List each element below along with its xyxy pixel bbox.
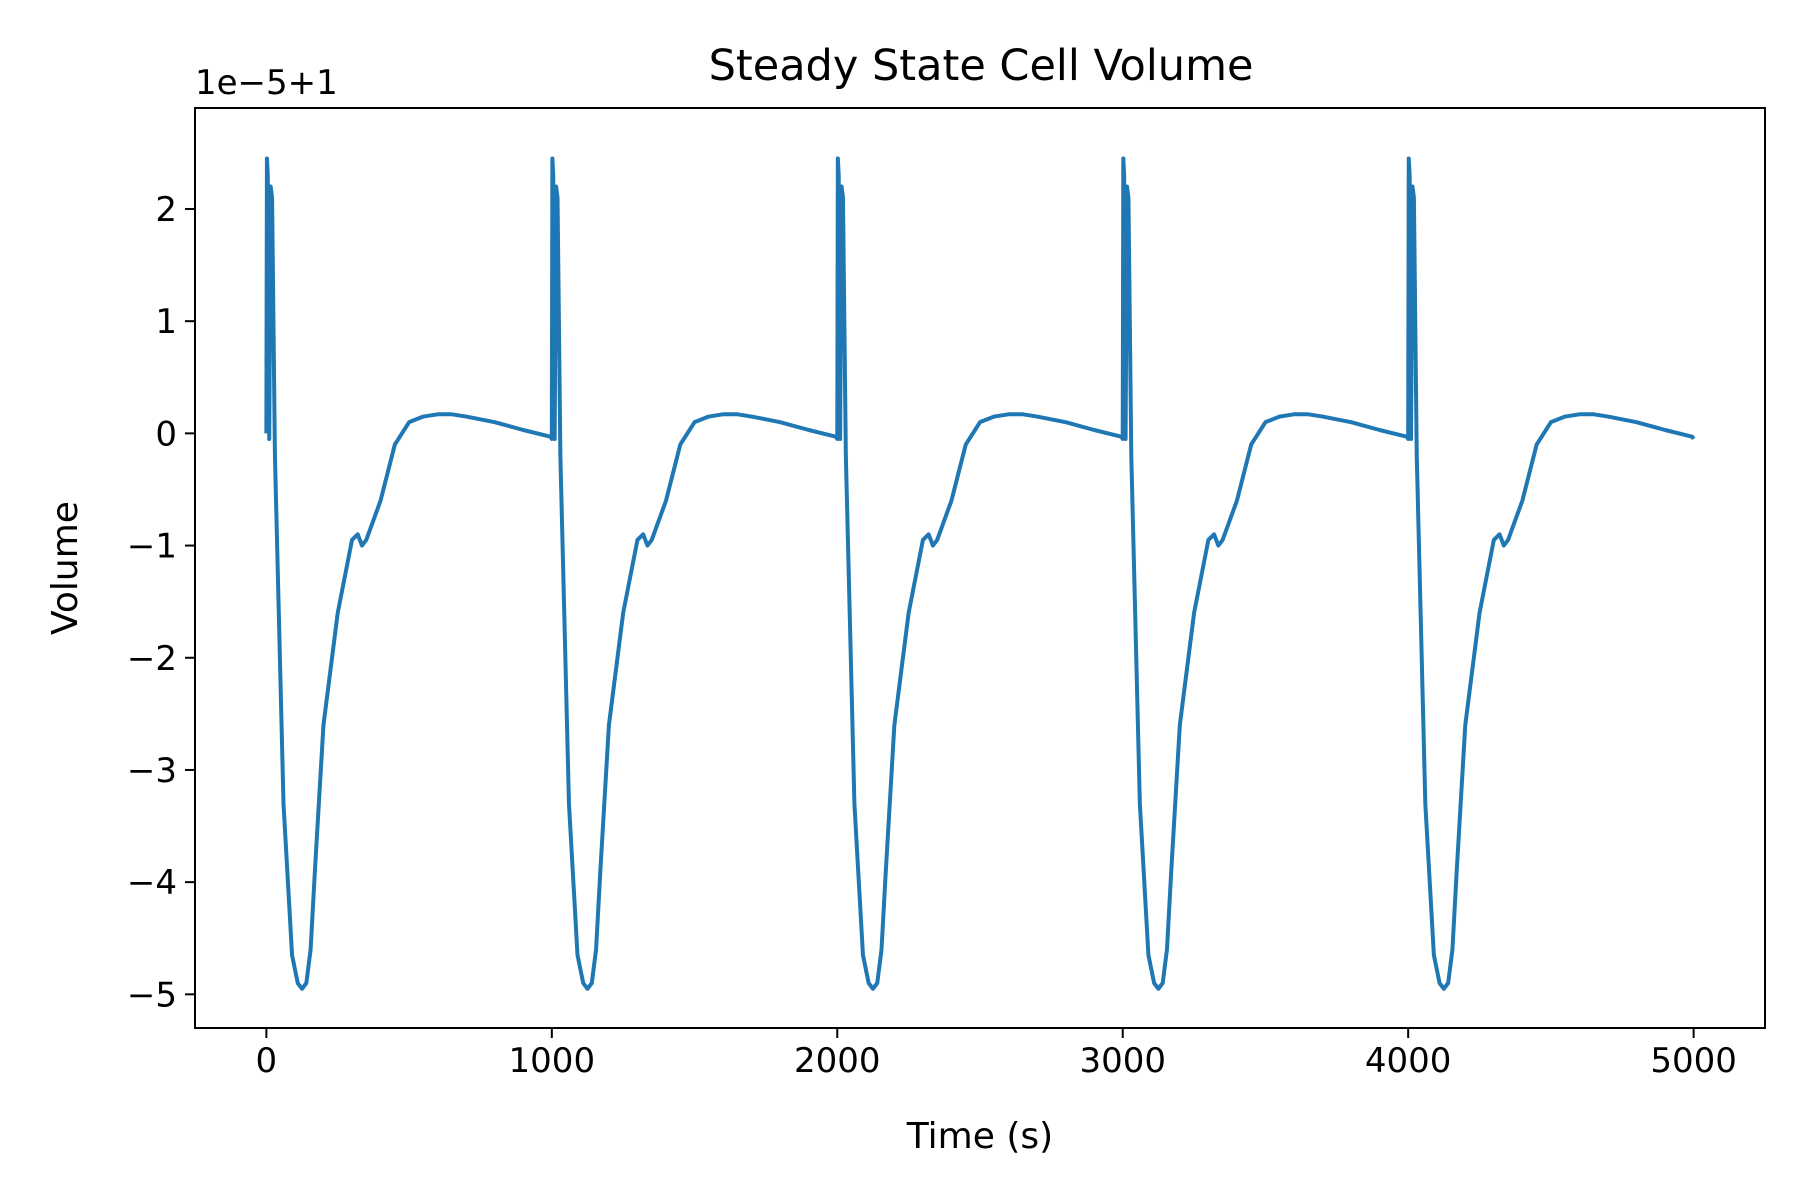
x-tick-label: 3000: [1079, 1041, 1166, 1081]
series-layer: [264, 156, 1696, 991]
plot-frame: [194, 107, 1766, 1029]
x-axis: 0 1000 2000 3000 4000 5000: [256, 1028, 1737, 1081]
y-tick-label: 2: [155, 190, 177, 230]
y-tick-label: −5: [127, 975, 177, 1015]
x-tick-label: 0: [256, 1041, 278, 1081]
y-axis-offset-label: 1e−5+1: [195, 63, 338, 103]
x-tick-label: 2000: [794, 1041, 881, 1081]
y-tick-label: −2: [127, 639, 177, 679]
x-tick-label: 4000: [1365, 1041, 1452, 1081]
y-tick-label: −3: [127, 751, 177, 791]
y-axis: −5 −4 −3 −2 −1 0 1 2: [127, 190, 195, 1015]
x-tick-label: 5000: [1650, 1041, 1737, 1081]
y-tick-label: 0: [155, 414, 177, 454]
y-tick-label: 1: [155, 302, 177, 342]
y-tick-label: −1: [127, 527, 177, 567]
x-tick-label: 1000: [509, 1041, 596, 1081]
x-axis-label: Time (s): [906, 1116, 1053, 1157]
y-axis-label: Volume: [45, 501, 86, 635]
series-line: [264, 156, 1696, 991]
chart-title: Steady State Cell Volume: [709, 41, 1254, 91]
y-tick-label: −4: [127, 863, 177, 903]
